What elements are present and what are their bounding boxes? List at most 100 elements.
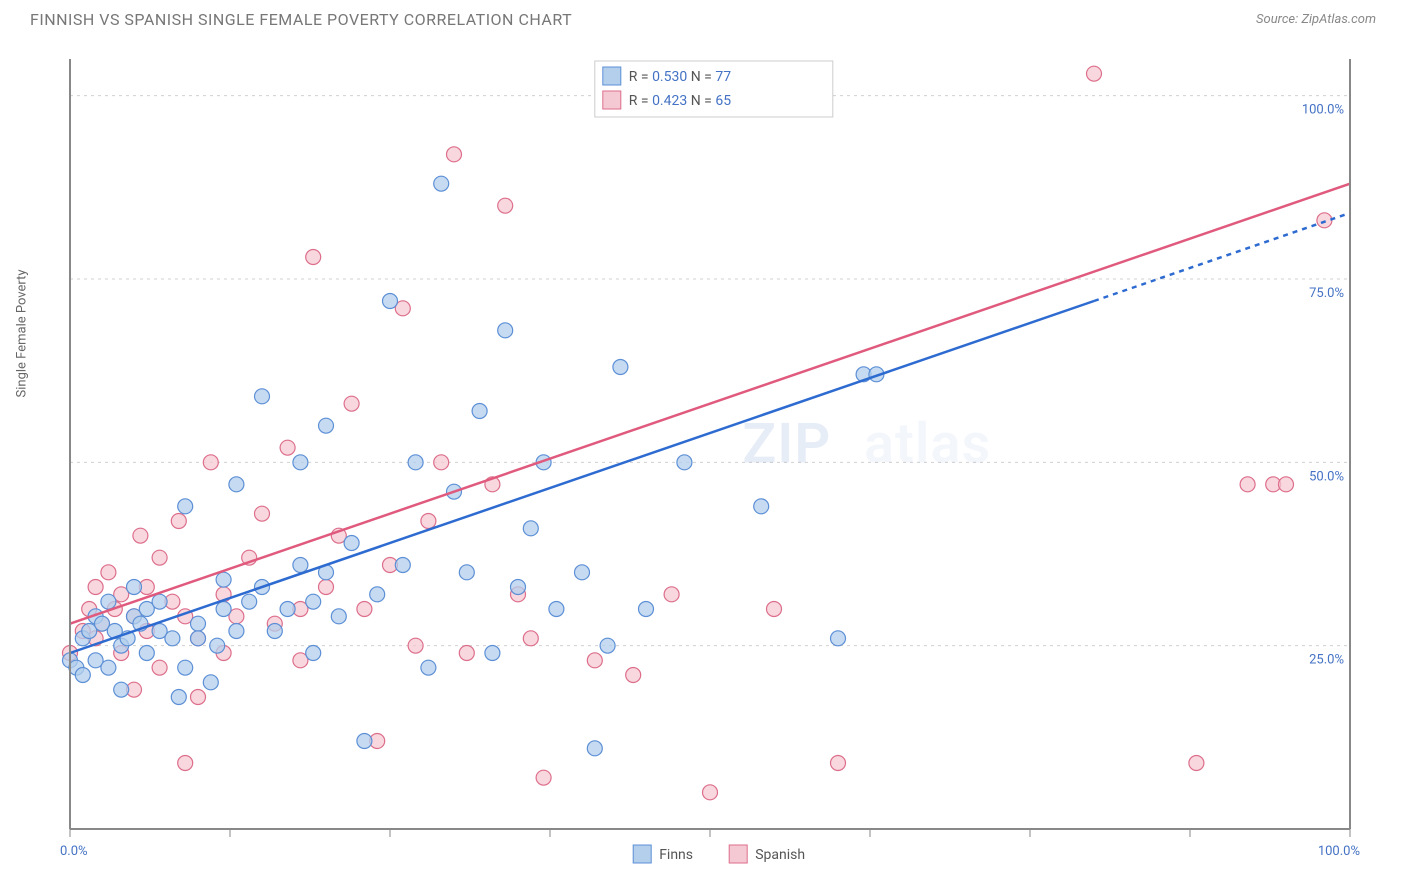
scatter-point	[498, 198, 513, 213]
scatter-point	[293, 558, 308, 573]
y-axis-label: Single Female Poverty	[15, 269, 30, 397]
scatter-point	[319, 418, 334, 433]
scatter-point	[133, 528, 148, 543]
scatter-point	[191, 616, 206, 631]
scatter-point	[549, 602, 564, 617]
scatter-point	[767, 602, 782, 617]
scatter-point	[447, 147, 462, 162]
scatter-point	[703, 785, 718, 800]
scatter-point	[242, 594, 257, 609]
scatter-point	[216, 602, 231, 617]
scatter-point	[498, 323, 513, 338]
scatter-point	[395, 558, 410, 573]
chart-title: FINNISH VS SPANISH SINGLE FEMALE POVERTY…	[30, 10, 572, 29]
legend-label: Spanish	[755, 847, 805, 863]
scatter-point	[472, 404, 487, 419]
scatter-point	[75, 668, 90, 683]
svg-text:R = 0.530 N = 77: R = 0.530 N = 77	[629, 69, 731, 85]
scatter-point	[216, 572, 231, 587]
scatter-point	[139, 646, 154, 661]
scatter-point	[203, 675, 218, 690]
scatter-point	[831, 756, 846, 771]
scatter-point	[344, 396, 359, 411]
svg-text:100.0%: 100.0%	[1318, 844, 1360, 859]
scatter-point	[408, 455, 423, 470]
scatter-chart: 25.0% 50.0% 75.0% 100.0% ZIP atlas 0.0% 100.0% R…	[50, 39, 1370, 869]
scatter-point	[485, 646, 500, 661]
scatter-point	[152, 550, 167, 565]
svg-text:75.0%: 75.0%	[1309, 286, 1344, 301]
scatter-point	[229, 624, 244, 639]
scatter-point	[191, 690, 206, 705]
scatter-point	[280, 440, 295, 455]
scatter-point	[370, 587, 385, 602]
legend-label: Finns	[659, 847, 693, 863]
scatter-point	[536, 770, 551, 785]
scatter-point	[1087, 66, 1102, 81]
scatter-point	[421, 660, 436, 675]
scatter-point	[280, 602, 295, 617]
scatter-point	[114, 682, 129, 697]
scatter-point	[1189, 756, 1204, 771]
scatter-point	[152, 594, 167, 609]
scatter-point	[267, 624, 282, 639]
scatter-point	[523, 521, 538, 536]
scatter-point	[306, 646, 321, 661]
scatter-point	[1279, 477, 1294, 492]
scatter-point	[357, 602, 372, 617]
scatter-point	[639, 602, 654, 617]
scatter-point	[306, 250, 321, 265]
svg-text:100.0%: 100.0%	[1302, 103, 1344, 118]
scatter-point	[210, 638, 225, 653]
scatter-point	[459, 565, 474, 580]
scatter-point	[178, 499, 193, 514]
scatter-point	[101, 594, 116, 609]
scatter-point	[306, 594, 321, 609]
scatter-point	[101, 565, 116, 580]
scatter-point	[587, 741, 602, 756]
scatter-point	[1240, 477, 1255, 492]
scatter-point	[178, 756, 193, 771]
scatter-point	[171, 690, 186, 705]
scatter-point	[459, 646, 474, 661]
scatter-point	[88, 580, 103, 595]
svg-text:50.0%: 50.0%	[1309, 469, 1344, 484]
scatter-point	[171, 514, 186, 529]
scatter-point	[165, 631, 180, 646]
scatter-point	[421, 514, 436, 529]
scatter-point	[831, 631, 846, 646]
chart-container: Single Female Poverty 25.0%50.0%75.0%100…	[50, 39, 1376, 869]
scatter-point	[523, 631, 538, 646]
scatter-point	[587, 653, 602, 668]
scatter-point	[127, 580, 142, 595]
scatter-point	[203, 455, 218, 470]
svg-text:atlas: atlas	[864, 410, 991, 476]
svg-text:R = 0.423 N = 65: R = 0.423 N = 65	[629, 93, 731, 109]
scatter-point	[319, 580, 334, 595]
scatter-point	[575, 565, 590, 580]
scatter-point	[255, 389, 270, 404]
svg-text:25.0%: 25.0%	[1309, 653, 1344, 668]
scatter-point	[191, 631, 206, 646]
scatter-point	[331, 609, 346, 624]
scatter-point	[434, 176, 449, 191]
scatter-point	[626, 668, 641, 683]
scatter-point	[613, 360, 628, 375]
svg-text:0.0%: 0.0%	[60, 844, 88, 859]
scatter-point	[383, 294, 398, 309]
scatter-point	[408, 638, 423, 653]
scatter-point	[754, 499, 769, 514]
svg-text:ZIP: ZIP	[742, 410, 831, 476]
scatter-point	[1317, 213, 1332, 228]
scatter-point	[229, 477, 244, 492]
scatter-point	[664, 587, 679, 602]
scatter-point	[101, 660, 116, 675]
legend-swatch	[729, 845, 747, 863]
scatter-point	[434, 455, 449, 470]
scatter-point	[677, 455, 692, 470]
source-label: Source: ZipAtlas.com	[1256, 12, 1376, 27]
legend-swatch	[633, 845, 651, 863]
scatter-point	[344, 536, 359, 551]
scatter-point	[511, 580, 526, 595]
scatter-point	[357, 734, 372, 749]
